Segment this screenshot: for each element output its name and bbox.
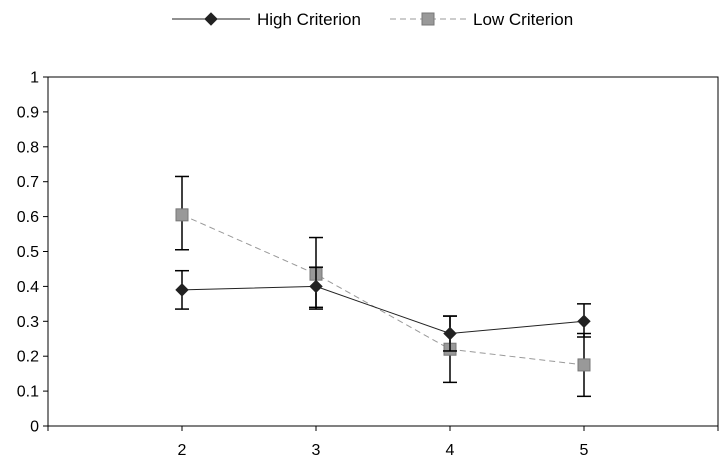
y-tick-label: 0.5: [17, 244, 39, 261]
y-tick-label: 0.2: [17, 349, 39, 366]
series-high-criterion: [175, 266, 591, 352]
legend-item-low-criterion: Low Criterion: [390, 10, 573, 29]
plot-area: [47, 76, 719, 427]
series-line-low-criterion: [181, 214, 585, 366]
y-tick-label: 1: [30, 70, 39, 87]
marker-high-criterion: [577, 314, 591, 329]
series-line-high-criterion: [181, 285, 585, 335]
marker-high-criterion: [175, 283, 189, 297]
y-tick-label: 0.8: [17, 139, 39, 156]
y-tick-label: 0.7: [17, 174, 39, 191]
y-tick-label: 0.6: [17, 209, 39, 226]
x-tick-label: 2: [178, 442, 187, 459]
legend-item-high-criterion: High Criterion: [172, 10, 361, 29]
y-tick-label: 0: [30, 419, 39, 436]
y-tick-label: 0.1: [17, 384, 39, 401]
series-low-criterion: [175, 175, 591, 398]
legend-label: High Criterion: [257, 10, 361, 29]
y-axis: 0 0.1 0.2 0.3 0.4 0.5 0.6 0.7 0.8 0.9 1: [17, 70, 48, 436]
y-tick-label: 0.9: [17, 104, 39, 121]
legend-label: Low Criterion: [473, 10, 573, 29]
x-tick-label: 4: [446, 442, 455, 459]
y-tick-label: 0.4: [17, 279, 39, 296]
y-tick-label: 0.3: [17, 314, 39, 331]
legend: High Criterion Low Criterion: [172, 10, 573, 29]
x-axis: 2 3 4 5: [47, 426, 719, 459]
marker-high-criterion: [443, 326, 457, 341]
series-layer: [175, 175, 591, 398]
x-tick-label: 5: [580, 442, 589, 459]
marker-legend-low-criterion: [421, 12, 435, 26]
x-tick-label: 3: [312, 442, 321, 459]
marker-low-criterion: [577, 358, 591, 372]
marker-high-criterion: [309, 279, 323, 294]
marker-low-criterion: [175, 208, 189, 222]
marker-legend-high-criterion: [204, 12, 218, 26]
